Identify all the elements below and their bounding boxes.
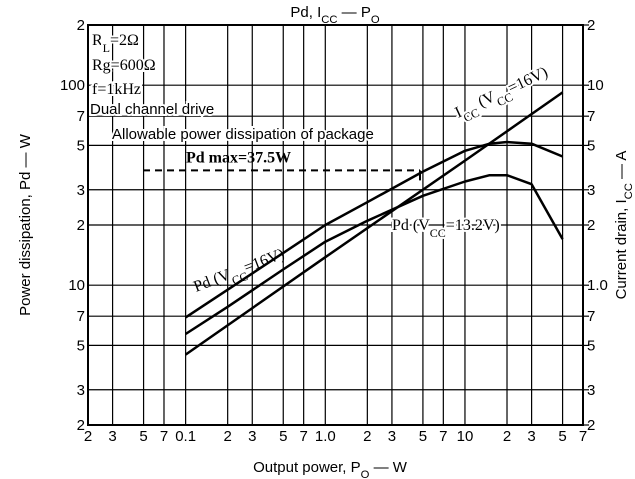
x-axis-label-part: Output power, P: [253, 459, 361, 476]
annotation: Dual channel drive: [90, 101, 214, 118]
x-tick-label: 7: [299, 428, 307, 445]
x-tick-label: 3: [248, 428, 256, 445]
chart-title-part: O: [371, 14, 380, 26]
y2-tick-label: 2: [587, 417, 595, 434]
y-tick-label: 3: [77, 382, 85, 399]
y2-axis-label: Current drain, ICC — A: [613, 151, 635, 300]
y-axis-label: Power dissipation, Pd — W: [17, 133, 34, 316]
y2-tick-label: 3: [587, 382, 595, 399]
annotation: f=1kHz: [92, 81, 141, 98]
y2-tick-label: 7: [587, 308, 595, 325]
y-tick-label: 2: [77, 17, 85, 34]
x-tick-label: 5: [279, 428, 287, 445]
y2-tick-label: 5: [587, 337, 595, 354]
chart-title-part: Pd, I: [290, 4, 321, 21]
y-tick-label: 100: [60, 77, 85, 94]
annotation: Rg=600Ω: [92, 57, 156, 74]
x-tick-label: 7: [160, 428, 168, 445]
series-line: [184, 140, 564, 319]
annotation-part: f=1kHz: [92, 81, 141, 98]
y2-tick-label: 10: [587, 77, 604, 94]
x-tick-label: 7: [579, 428, 587, 445]
y2-tick-label: 2: [587, 217, 595, 234]
x-tick-label: 7: [439, 428, 447, 445]
series-label-part: =13.2V): [446, 217, 500, 234]
y-tick-label: 2: [77, 217, 85, 234]
annotation-part: =2Ω: [110, 32, 139, 49]
pd-max-label: Pd max=37.5W: [186, 149, 291, 166]
series-line: [184, 173, 564, 336]
y2-tick-label: 7: [587, 108, 595, 125]
x-tick-label: 3: [108, 428, 116, 445]
chart-title-part: CC: [321, 14, 337, 26]
annotation-part: L: [103, 41, 110, 55]
x-tick-label: 3: [388, 428, 396, 445]
annotation-part: Allowable power dissipation of package: [112, 126, 374, 143]
x-tick-label: 10: [457, 428, 474, 445]
x-tick-label: 2: [223, 428, 231, 445]
annotation: Allowable power dissipation of package: [112, 126, 374, 143]
x-tick-label: 2: [363, 428, 371, 445]
x-axis-label: Output power, PO — W: [253, 459, 408, 479]
chart-title-part: — P: [338, 4, 371, 21]
y2-axis-label-part: Current drain, I: [613, 199, 630, 299]
y2-axis-label-part: — A: [613, 151, 630, 184]
series-label: ICC (VCC=16V): [453, 64, 553, 127]
y2-tick-label: 1.0: [587, 277, 608, 294]
y-tick-label: 2: [77, 417, 85, 434]
y-tick-label: 5: [77, 337, 85, 354]
y2-tick-label: 2: [587, 17, 595, 34]
x-tick-label: 2: [503, 428, 511, 445]
x-tick-label: 3: [527, 428, 535, 445]
x-axis-label-part: — W: [369, 459, 407, 476]
chart-title: Pd, ICC — PO: [290, 4, 379, 26]
y-tick-label: 3: [77, 182, 85, 199]
y-tick-label: 7: [77, 308, 85, 325]
x-axis-label-part: O: [361, 469, 370, 479]
annotation-part: Dual channel drive: [90, 101, 214, 118]
x-tick-label: 5: [139, 428, 147, 445]
x-tick-label: 5: [558, 428, 566, 445]
series-label-part: =16V): [505, 64, 550, 97]
x-tick-label: 5: [419, 428, 427, 445]
series-label: Pd (VCC=13.2V): [392, 217, 500, 240]
y2-tick-label: 3: [587, 182, 595, 199]
y-tick-label: 5: [77, 137, 85, 154]
y2-axis-label-part: CC: [623, 183, 635, 199]
y2-tick-label: 5: [587, 137, 595, 154]
x-tick-label: 1.0: [315, 428, 336, 445]
series-label-part: CC: [430, 226, 446, 240]
annotation: RL=2Ω: [92, 32, 139, 55]
series-label-part: Pd (V: [392, 217, 430, 234]
series-line: [184, 91, 564, 356]
y-tick-label: 10: [68, 277, 85, 294]
annotation-part: Rg=600Ω: [92, 57, 156, 74]
annotation-part: R: [92, 32, 103, 49]
x-tick-label: 0.1: [175, 428, 196, 445]
y-tick-label: 7: [77, 108, 85, 125]
series-label-part: CC: [230, 269, 250, 288]
x-tick-label: 2: [84, 428, 92, 445]
